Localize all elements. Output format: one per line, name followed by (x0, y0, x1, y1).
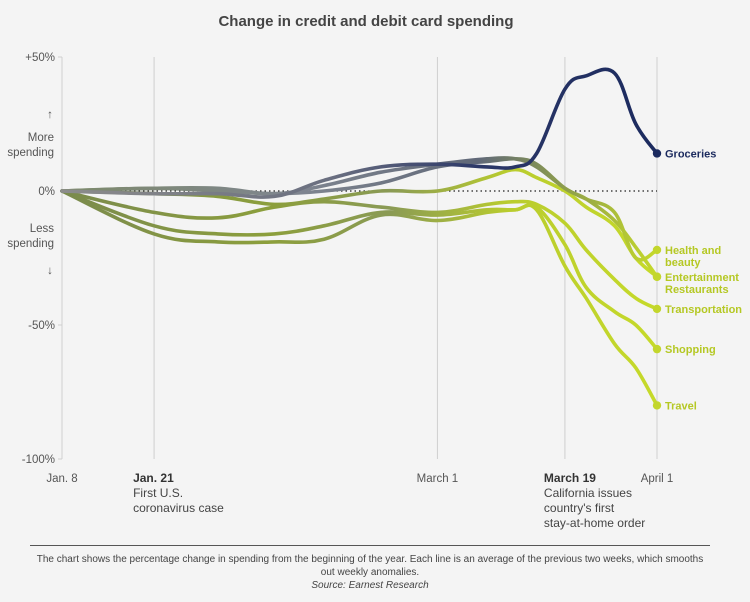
x-tick-label: March 1 (417, 473, 459, 485)
y-tick-label: -50% (28, 320, 55, 332)
y-tick-label: -100% (22, 454, 55, 466)
series-line-transportation (60, 189, 659, 311)
y-tick-label: 0% (38, 186, 55, 198)
x-tick-label: Jan. 8 (46, 473, 77, 485)
annotation-jan21-date: Jan. 21 (133, 471, 174, 485)
series-label-health-and-beauty: Health and (665, 245, 721, 257)
series-line-groceries (60, 67, 659, 199)
series-endpoint-groceries (652, 149, 662, 158)
series-label-shopping: Shopping (665, 344, 716, 356)
y-axis: +50% 0% -50% -100% (22, 52, 55, 466)
annotation-jan21-text: coronavirus case (133, 501, 224, 515)
series-line-health-and-beauty (60, 156, 659, 262)
annotation-mar19-text: stay-at-home order (544, 516, 645, 530)
series-endpoint-entertainment (652, 272, 662, 281)
chart-title: Change in credit and debit card spending (218, 13, 513, 30)
series-endpoint-travel (652, 401, 662, 410)
series-label-transportation: Transportation (665, 304, 742, 316)
more-spending-label: More (28, 132, 54, 144)
grid (58, 56, 658, 460)
series-label-travel: Travel (665, 400, 697, 412)
series-line-entertainment (60, 156, 659, 279)
y-tick-label: +50% (25, 52, 55, 64)
series-label-health-and-beauty: beauty (665, 257, 701, 269)
up-arrow-icon: ↑ (47, 109, 53, 121)
series-endpoint-health-and-beauty (652, 245, 662, 255)
series-lines (60, 67, 662, 410)
series-line-travel (60, 189, 659, 408)
series-line-restaurants (60, 167, 659, 279)
more-spending-label: spending (7, 147, 54, 159)
chart-footer: The chart shows the percentage change in… (30, 545, 710, 592)
less-spending-label: Less (30, 223, 55, 235)
annotation-mar19-date: March 19 (544, 471, 596, 485)
series-label-entertainment: Entertainment (665, 272, 739, 284)
series-endpoint-shopping (652, 344, 662, 354)
x-tick-label: April 1 (641, 473, 674, 485)
less-spending-label: spending (7, 238, 54, 250)
annotation-jan21-text: First U.S. (133, 486, 183, 500)
annotation-mar19-text: California issues (544, 486, 632, 500)
series-label-restaurants: Restaurants (665, 284, 729, 296)
series-label-groceries: Groceries (665, 148, 716, 160)
series-line-shopping (60, 189, 659, 351)
chart-source: Source: Earnest Research (311, 580, 429, 591)
line-chart: Change in credit and debit card spending… (7, 13, 742, 530)
annotation-mar19-text: country's first (544, 501, 615, 515)
series-endpoint-transportation (652, 304, 662, 314)
y-annotations: ↑ More spending Less spending ↓ (7, 109, 54, 277)
chart-note: The chart shows the percentage change in… (36, 554, 704, 578)
down-arrow-icon: ↓ (47, 265, 53, 277)
